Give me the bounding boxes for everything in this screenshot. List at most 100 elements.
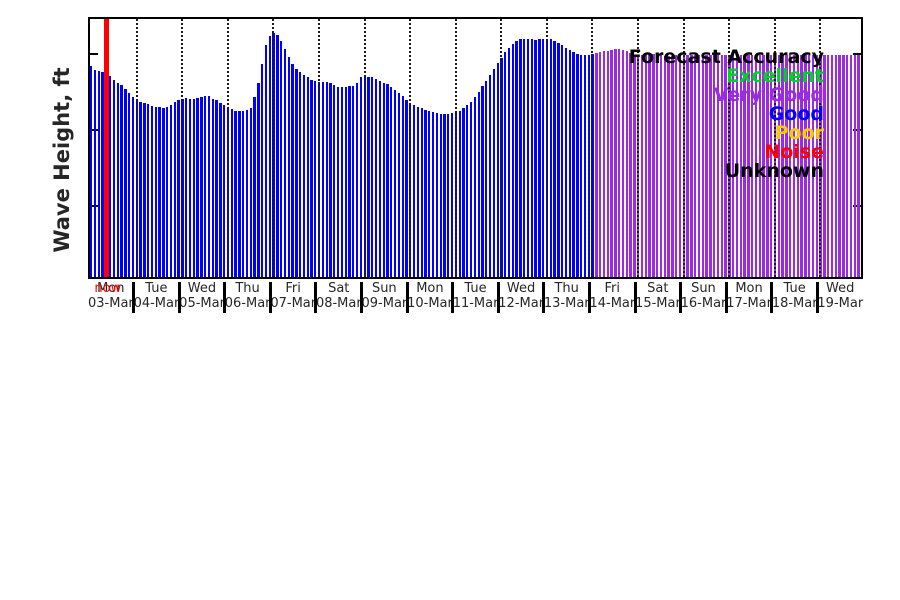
x-axis-day-label: Fri 14-Mar: [589, 281, 635, 317]
day-gridline: [728, 19, 731, 277]
bar: [857, 54, 860, 277]
bar: [336, 87, 340, 277]
bar: [557, 43, 560, 277]
bar: [629, 52, 632, 277]
bar: [534, 40, 537, 277]
bar: [188, 98, 192, 277]
bar: [652, 53, 655, 277]
bar: [538, 39, 541, 277]
bar: [861, 55, 863, 278]
day-gridline: [454, 19, 457, 277]
x-axis-dow: Sat: [328, 281, 350, 296]
bar: [428, 111, 431, 277]
bar: [424, 109, 427, 277]
x-axis-dow: Thu: [554, 281, 579, 296]
bar: [450, 112, 454, 277]
bar: [823, 54, 826, 277]
bar: [762, 54, 765, 277]
bar: [553, 40, 556, 277]
bar: [701, 54, 704, 277]
bar: [124, 89, 127, 277]
bar: [511, 43, 515, 277]
bar: [481, 86, 484, 277]
x-axis-day-separator: [815, 282, 819, 313]
x-axis-day-separator: [679, 282, 683, 313]
bar: [697, 54, 701, 277]
x-axis: now Mon 03-Mar Tue 04-Mar Wed 05-Mar Thu 06-Mar…: [88, 281, 863, 317]
x-axis-dow: Wed: [187, 281, 217, 296]
bar: [542, 38, 545, 277]
bar: [184, 97, 188, 277]
bar: [515, 40, 518, 277]
bar: [310, 79, 313, 277]
bar: [162, 107, 165, 277]
day-gridline: [637, 19, 640, 277]
bar: [344, 87, 347, 277]
bar: [804, 54, 807, 277]
bar: [644, 54, 648, 277]
bar: [618, 49, 621, 277]
x-axis-date: 05-Mar: [179, 296, 225, 311]
bar: [576, 53, 579, 277]
bar: [93, 70, 97, 277]
bar: [739, 54, 742, 277]
x-axis-day-label: Sat 08-Mar: [316, 281, 362, 317]
bar: [97, 71, 100, 277]
bar: [469, 101, 473, 277]
x-axis-dow: Mon: [735, 281, 763, 296]
bar: [260, 63, 264, 277]
bar: [830, 54, 834, 277]
bar: [234, 110, 237, 277]
x-axis-date: 17-Mar: [726, 296, 772, 311]
bar: [146, 104, 150, 277]
bar: [238, 111, 241, 277]
bar: [158, 106, 161, 277]
bar: [101, 71, 104, 277]
x-axis-day-separator: [496, 282, 500, 313]
bar: [792, 54, 796, 277]
bar: [405, 100, 408, 277]
bar: [705, 54, 708, 277]
bar: [785, 54, 788, 277]
bar: [215, 100, 218, 277]
bar: [264, 45, 268, 277]
x-axis-day-separator: [542, 282, 546, 313]
now-marker-line: [104, 19, 110, 277]
bar: [846, 54, 849, 277]
x-axis-day-label: Sun 09-Mar: [362, 281, 408, 317]
bar: [196, 97, 199, 277]
bar: [800, 54, 803, 277]
x-axis-dow: Tue: [145, 281, 168, 296]
bar: [519, 39, 522, 277]
day-gridline: [181, 19, 184, 277]
x-axis-date: 15-Mar: [635, 296, 681, 311]
x-axis-dow: Mon: [416, 281, 444, 296]
bar: [599, 52, 602, 277]
bar: [109, 75, 112, 277]
bar: [671, 56, 674, 277]
bar: [435, 112, 439, 277]
bar: [169, 105, 173, 277]
x-axis-day-separator: [770, 282, 774, 313]
bar: [526, 38, 530, 277]
y-tick-mark: [90, 53, 98, 56]
bar: [348, 86, 351, 277]
bar: [675, 55, 678, 277]
y-tick-mark: [853, 205, 861, 208]
bar: [139, 102, 142, 277]
day-gridline: [545, 19, 548, 277]
bar: [279, 40, 283, 277]
x-axis-day-separator: [451, 282, 455, 313]
y-axis-title: Wave Height, ft: [50, 67, 74, 253]
bar: [477, 91, 480, 277]
bar: [770, 54, 773, 277]
bar: [222, 105, 226, 277]
bar: [523, 38, 526, 277]
x-axis-day-label: Mon 10-Mar: [407, 281, 453, 317]
bar: [458, 110, 461, 277]
bar: [735, 54, 739, 277]
x-axis-dow: Fri: [285, 281, 301, 296]
bar: [602, 51, 606, 277]
x-axis-day-label: Sun 16-Mar: [681, 281, 727, 317]
